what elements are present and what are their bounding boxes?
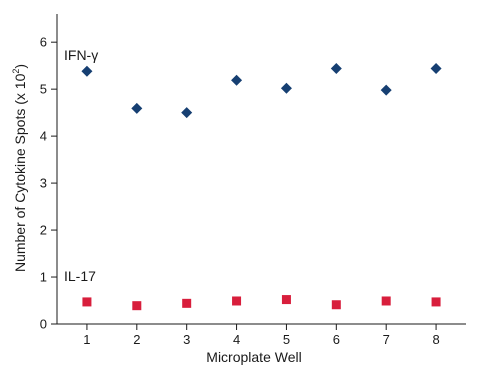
x-tick-label: 5 — [283, 332, 290, 347]
data-point-ifn-gamma — [280, 82, 292, 94]
y-tick-label: 3 — [40, 176, 47, 191]
data-point-ifn-gamma — [330, 62, 342, 74]
series-label-ifn-gamma: IFN-γ — [64, 47, 98, 63]
x-tick-label: 4 — [233, 332, 240, 347]
y-tick-label: 2 — [40, 223, 47, 238]
data-point-il-17 — [182, 298, 192, 308]
data-point-il-17 — [232, 296, 242, 306]
data-point-il-17 — [82, 297, 92, 307]
x-tick-label: 7 — [383, 332, 390, 347]
y-axis-title-close: ) — [12, 64, 28, 69]
y-tick-label: 4 — [40, 129, 47, 144]
series-label-il-17: IL-17 — [64, 268, 96, 284]
x-tick-label: 6 — [333, 332, 340, 347]
data-point-ifn-gamma — [231, 74, 243, 86]
data-point-il-17 — [431, 297, 441, 307]
data-point-ifn-gamma — [430, 62, 442, 74]
series-labels: IFN-γ IL-17 — [64, 47, 98, 284]
data-point-ifn-gamma — [181, 107, 193, 119]
data-point-ifn-gamma — [81, 65, 93, 77]
x-ticks: 1 2 3 4 5 6 7 8 — [83, 324, 440, 347]
data-points — [81, 62, 442, 311]
x-tick-label: 1 — [83, 332, 90, 347]
x-axis-title: Microplate Well — [206, 349, 301, 365]
data-point-il-17 — [281, 295, 291, 305]
y-tick-label: 6 — [40, 35, 47, 50]
y-axis-title-superscript: 2 — [11, 69, 21, 74]
y-tick-label: 5 — [40, 82, 47, 97]
data-point-il-17 — [331, 300, 341, 310]
y-tick-label: 1 — [40, 270, 47, 285]
y-axis-title-main: Number of Cytokine Spots (x 10 — [12, 73, 28, 272]
axes — [56, 14, 466, 325]
data-point-ifn-gamma — [131, 102, 143, 114]
x-tick-label: 2 — [133, 332, 140, 347]
x-tick-label: 8 — [432, 332, 439, 347]
data-point-ifn-gamma — [380, 84, 392, 96]
y-tick-label: 0 — [40, 317, 47, 332]
data-point-il-17 — [132, 301, 142, 311]
x-tick-label: 3 — [183, 332, 190, 347]
y-axis-title: Number of Cytokine Spots (x 102) — [11, 64, 28, 272]
y-ticks: 0 1 2 3 4 5 6 — [40, 35, 57, 332]
data-point-il-17 — [381, 296, 391, 306]
